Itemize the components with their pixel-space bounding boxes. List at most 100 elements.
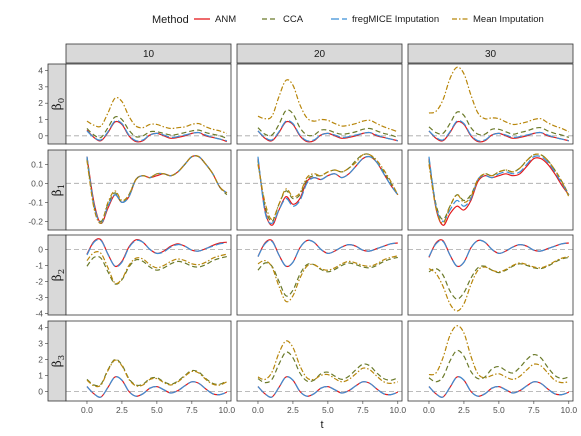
y-tick-label-0-4: 4 — [38, 66, 43, 76]
x-tick-label-0-0: 0.0 — [81, 405, 93, 415]
series-line-cca — [257, 256, 398, 297]
y-tick-label-2-4: -4 — [35, 308, 43, 318]
panel-1-1 — [236, 149, 403, 231]
column-strip-1 — [236, 43, 403, 64]
series-line-fregmice-imputation — [428, 376, 570, 398]
series-line-fregmice-imputation — [86, 238, 227, 268]
panel-background — [237, 235, 402, 315]
row-strip-label-1: β1 — [50, 184, 67, 196]
y-tick-label-3-4: 4 — [38, 322, 43, 332]
column-strip-0 — [65, 43, 232, 64]
panel-border — [407, 149, 574, 231]
series-line-fregmice-imputation — [257, 120, 398, 142]
panel-background — [66, 150, 231, 230]
y-tick-label-3-0: 0 — [38, 386, 43, 396]
column-strip-label-0: 10 — [143, 49, 155, 60]
panel-1-2 — [407, 149, 574, 231]
panel-background — [408, 235, 573, 315]
y-tick-label-0-2: 2 — [38, 98, 43, 108]
x-tick-label-1-1: 2.5 — [287, 405, 299, 415]
x-tick-label-0-2: 5.0 — [151, 405, 163, 415]
series-line-anm — [428, 157, 570, 226]
panel-0-1 — [236, 63, 403, 145]
panel-border — [407, 234, 574, 316]
column-strip-label-2: 30 — [485, 49, 497, 60]
panel-border — [65, 234, 232, 316]
panel-grid: 10 20 30β001234β10.10.0-0.1-0.2β20-1-2-3-4… — [28, 43, 578, 415]
series-line-fregmice-imputation — [428, 155, 570, 223]
x-tick-label-2-4: 10.0 — [561, 405, 578, 415]
y-tick-label-0-0: 0 — [38, 131, 43, 141]
x-axis-title: t — [320, 419, 323, 431]
x-tick-label-0-3: 7.5 — [186, 405, 198, 415]
row-strip-label-2: β2 — [50, 269, 67, 281]
legend-label-2: fregMICE Imputation — [352, 14, 439, 25]
panel-border — [236, 320, 403, 402]
panel-1-0 — [65, 149, 232, 231]
series-line-mean-imputation — [86, 251, 227, 285]
series-line-cca — [428, 256, 569, 300]
y-tick-label-1-3: -0.2 — [28, 216, 43, 226]
series-line-fregmice-imputation — [257, 155, 399, 224]
panel-border — [236, 63, 403, 145]
y-tick-label-3-3: 3 — [38, 338, 43, 348]
series-line-cca — [86, 255, 227, 285]
series-line-mean-imputation — [257, 153, 399, 221]
x-tick-label-1-4: 10.0 — [390, 405, 407, 415]
panel-border — [65, 320, 232, 402]
column-strip-2 — [407, 43, 574, 64]
series-line-cca — [257, 109, 399, 139]
series-line-cca — [428, 349, 569, 383]
panel-2-2 — [407, 234, 574, 316]
panel-0-0 — [65, 63, 232, 145]
panel-background — [237, 150, 402, 230]
series-line-mean-imputation — [428, 325, 569, 384]
panel-background — [66, 64, 231, 144]
legend: Method ANM CCA fregMICE Imputation Mean Imp… — [152, 14, 544, 26]
x-tick-label-0-1: 2.5 — [116, 405, 128, 415]
panel-border — [407, 63, 574, 145]
panel-background — [408, 150, 573, 230]
x-tick-label-1-0: 0.0 — [252, 405, 264, 415]
row-strip-label-3: β3 — [50, 355, 67, 367]
x-tick-label-0-4: 10.0 — [219, 405, 236, 415]
series-line-fregmice-imputation — [428, 120, 569, 142]
y-tick-label-2-0: 0 — [38, 244, 43, 254]
series-line-cca — [257, 351, 399, 384]
panel-0-2 — [407, 63, 574, 145]
legend-title: Method — [152, 14, 189, 26]
legend-label-3: Mean Imputation — [473, 14, 544, 25]
series-line-mean-imputation — [257, 255, 398, 303]
y-tick-label-3-1: 1 — [38, 370, 43, 380]
panel-border — [65, 149, 232, 231]
legend-label-0: ANM — [215, 14, 236, 25]
series-line-fregmice-imputation — [257, 376, 399, 398]
y-tick-label-0-3: 3 — [38, 82, 43, 92]
series-line-mean-imputation — [86, 359, 228, 388]
x-tick-label-2-0: 0.0 — [423, 405, 435, 415]
series-line-mean-imputation — [428, 256, 569, 312]
y-tick-label-1-2: -0.1 — [28, 197, 43, 207]
legend-label-1: CCA — [283, 14, 304, 25]
column-strip-label-1: 20 — [314, 49, 326, 60]
series-line-cca — [428, 111, 570, 139]
x-tick-label-2-2: 5.0 — [493, 405, 505, 415]
panel-3-0 — [65, 320, 232, 402]
x-tick-label-2-3: 7.5 — [528, 405, 540, 415]
panel-border — [407, 320, 574, 402]
panel-3-2 — [407, 320, 574, 402]
panel-border — [236, 234, 403, 316]
y-tick-label-3-2: 2 — [38, 354, 43, 364]
panel-background — [408, 64, 573, 144]
y-tick-label-0-1: 1 — [38, 115, 43, 125]
y-tick-label-2-2: -2 — [35, 276, 43, 286]
series-line-mean-imputation — [257, 79, 399, 133]
series-line-cca — [86, 115, 228, 139]
series-line-fregmice-imputation — [86, 376, 228, 398]
series-line-mean-imputation — [428, 66, 570, 133]
panel-2-0 — [65, 234, 232, 316]
series-line-fregmice-imputation — [86, 120, 227, 142]
series-line-mean-imputation — [86, 96, 228, 134]
panel-2-1 — [236, 234, 403, 316]
